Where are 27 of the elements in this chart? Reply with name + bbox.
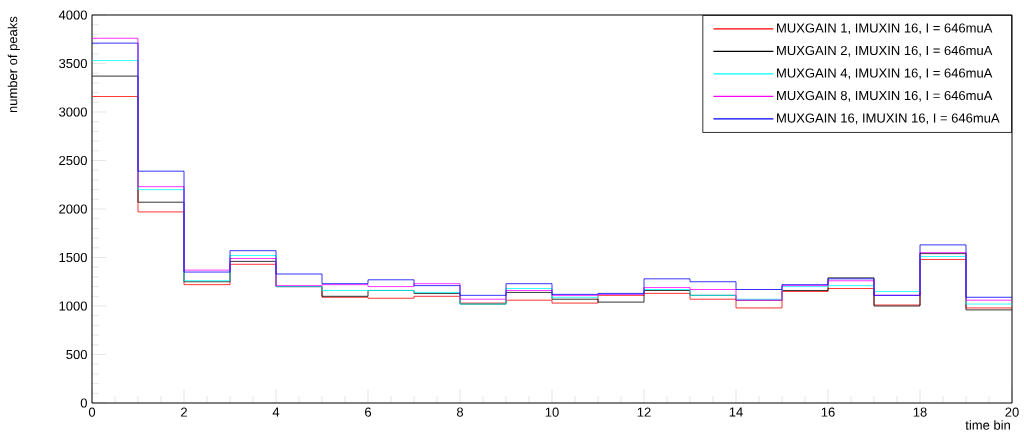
y-tick-label: 4000: [58, 10, 87, 20]
x-tick-label: 8: [456, 407, 464, 417]
y-tick-label: 2500: [59, 155, 87, 166]
x-tick-label: 12: [637, 407, 651, 417]
x-tick-label: 4: [272, 407, 280, 417]
x-tick-label: 6: [365, 407, 372, 417]
x-tick-label: 20: [1005, 407, 1019, 417]
x-tick-label: 10: [545, 407, 559, 417]
x-tick-label: 0: [88, 407, 96, 417]
y-tick-label: 1500: [59, 252, 87, 263]
y-axis-title: number of peaks: [7, 16, 20, 113]
y-tick-label: 3000: [59, 107, 87, 117]
y-tick-label: 1000: [59, 301, 87, 311]
x-tick-label: 18: [913, 407, 927, 417]
legend-label: MUXGAIN 2, IMUXIN 16, I = 646muA: [777, 45, 993, 57]
legend-label: MUXGAIN 8, IMUXIN 16, I = 646muA: [777, 90, 993, 102]
legend-label: MUXGAIN 4, IMUXIN 16, I = 646muA: [777, 68, 993, 80]
x-tick-label: 16: [821, 407, 835, 417]
legend-label: MUXGAIN 1, IMUXIN 16, I = 646muA: [777, 23, 993, 35]
y-tick-label: 2000: [59, 204, 87, 214]
legend-label: MUXGAIN 16, IMUXIN 16, I = 646muA: [777, 113, 1000, 125]
y-tick-label: 500: [66, 349, 87, 360]
x-axis-title: time bin: [965, 420, 1010, 430]
y-tick-label: 0: [80, 398, 87, 408]
x-tick-label: 14: [729, 407, 743, 417]
y-tick-label: 3500: [59, 58, 87, 69]
x-tick-label: 2: [181, 407, 187, 417]
